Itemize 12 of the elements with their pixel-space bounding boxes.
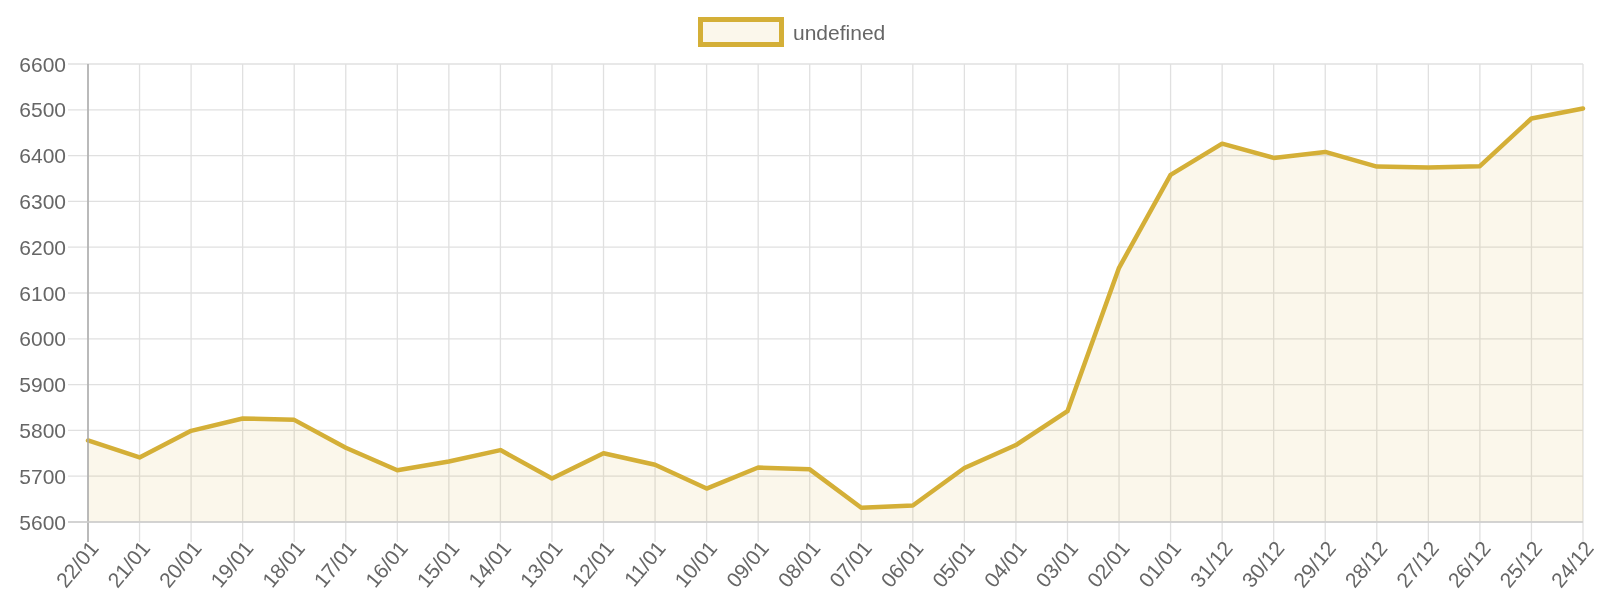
y-tick-label: 5800 [19,418,66,442]
y-tick-label: 6200 [19,235,66,259]
y-tick-label: 6600 [19,52,66,76]
y-tick-label: 5700 [19,464,66,488]
y-tick-label: 6400 [19,144,66,168]
y-tick-label: 6100 [19,281,66,305]
y-tick-label: 5600 [19,510,66,534]
y-tick-label: 6000 [19,327,66,351]
y-tick-label: 5900 [19,373,66,397]
legend-label: undefined [793,20,886,44]
y-tick-label: 6300 [19,189,66,213]
y-tick-label: 6500 [19,98,66,122]
